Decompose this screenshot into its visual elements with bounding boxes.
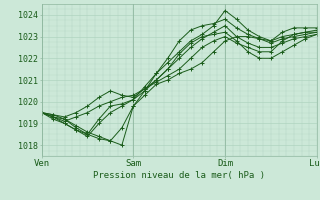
X-axis label: Pression niveau de la mer( hPa ): Pression niveau de la mer( hPa ) [93,171,265,180]
